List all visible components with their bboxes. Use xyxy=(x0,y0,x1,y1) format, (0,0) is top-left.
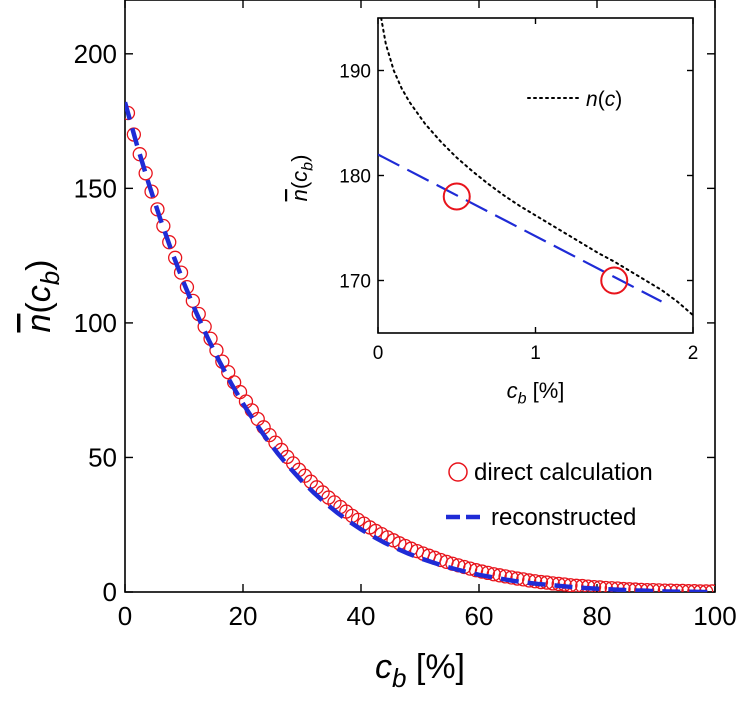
y-title-arg: c xyxy=(287,171,312,182)
main-x-tick-label: 80 xyxy=(583,601,612,631)
inset-reconstructed-line xyxy=(378,153,663,303)
inset-legend-paren-close: ) xyxy=(615,88,622,111)
main-x-tick-label: 20 xyxy=(229,601,258,631)
main-point xyxy=(551,576,566,592)
y-title-paren-close: ) xyxy=(287,155,312,162)
inset-data xyxy=(378,18,693,317)
y-title-nbar: n xyxy=(20,314,58,333)
inset-legend-paren-open: ( xyxy=(598,88,605,111)
main-point xyxy=(498,569,513,584)
main-x-tick-label: 100 xyxy=(693,601,736,631)
inset-point xyxy=(442,182,471,211)
main-y-tick-label: 200 xyxy=(74,39,117,69)
x-title-sub: b xyxy=(392,663,406,693)
main-point xyxy=(173,265,189,280)
inset-y-tick-label: 190 xyxy=(339,62,371,83)
x-title-unit: [%] xyxy=(527,378,565,403)
inset-x-tick-label: 2 xyxy=(688,343,699,364)
inset-legend: n(c) xyxy=(527,88,622,111)
main-point xyxy=(545,576,560,591)
y-title-paren-open: ( xyxy=(287,181,312,189)
inset-legend-arg: c xyxy=(605,88,616,111)
main-x-tick-label: 40 xyxy=(347,601,376,631)
main-point xyxy=(492,568,507,583)
inset-y-axis-title: n(cb) xyxy=(287,155,317,202)
inset-x-axis-title: cb [%] xyxy=(507,378,565,408)
inset-y-tick-label: 170 xyxy=(339,272,371,293)
inset-legend-base: n xyxy=(586,88,598,111)
main-x-tick-label: 0 xyxy=(118,601,132,631)
main-legend: direct calculation reconstructed xyxy=(446,459,653,531)
main-reconstructed-line xyxy=(125,101,715,592)
inset-x-tick-label: 0 xyxy=(373,343,384,364)
y-title-paren-open: ( xyxy=(20,302,58,314)
main-point xyxy=(522,573,537,588)
main-y-tick-label: 150 xyxy=(74,173,117,203)
y-title-paren-close: ) xyxy=(20,259,58,270)
inset-y-tick-label: 180 xyxy=(339,167,371,188)
legend-circle-marker xyxy=(448,462,468,482)
y-title-nbar: n xyxy=(287,189,312,201)
y-title-sub: b xyxy=(35,271,65,285)
x-title-base: c xyxy=(375,648,392,686)
inset-legend-label: n(c) xyxy=(586,88,622,111)
x-title-unit: [%] xyxy=(406,648,465,686)
main-x-axis-title: cb [%] xyxy=(375,648,465,693)
legend-label-reconstructed: reconstructed xyxy=(491,504,636,531)
main-y-tick-label: 0 xyxy=(103,577,117,607)
main-y-tick-label: 50 xyxy=(88,442,117,472)
inset-x-tick-label: 1 xyxy=(530,343,541,364)
main-y-axis-title: n(cb) xyxy=(20,259,65,332)
x-title-base: c xyxy=(507,378,518,403)
main-data xyxy=(125,101,715,592)
inset-nc-line xyxy=(380,18,693,317)
inset-plot-frame xyxy=(377,17,694,334)
main-point xyxy=(480,565,496,581)
main-y-tick-label: 100 xyxy=(74,308,117,338)
x-title-sub: b xyxy=(518,391,527,408)
y-title-sub: b xyxy=(300,162,317,171)
main-x-tick-label: 60 xyxy=(465,601,494,631)
inset-point xyxy=(600,266,629,295)
legend-label-direct: direct calculation xyxy=(474,459,653,486)
y-title-arg: c xyxy=(20,285,58,302)
